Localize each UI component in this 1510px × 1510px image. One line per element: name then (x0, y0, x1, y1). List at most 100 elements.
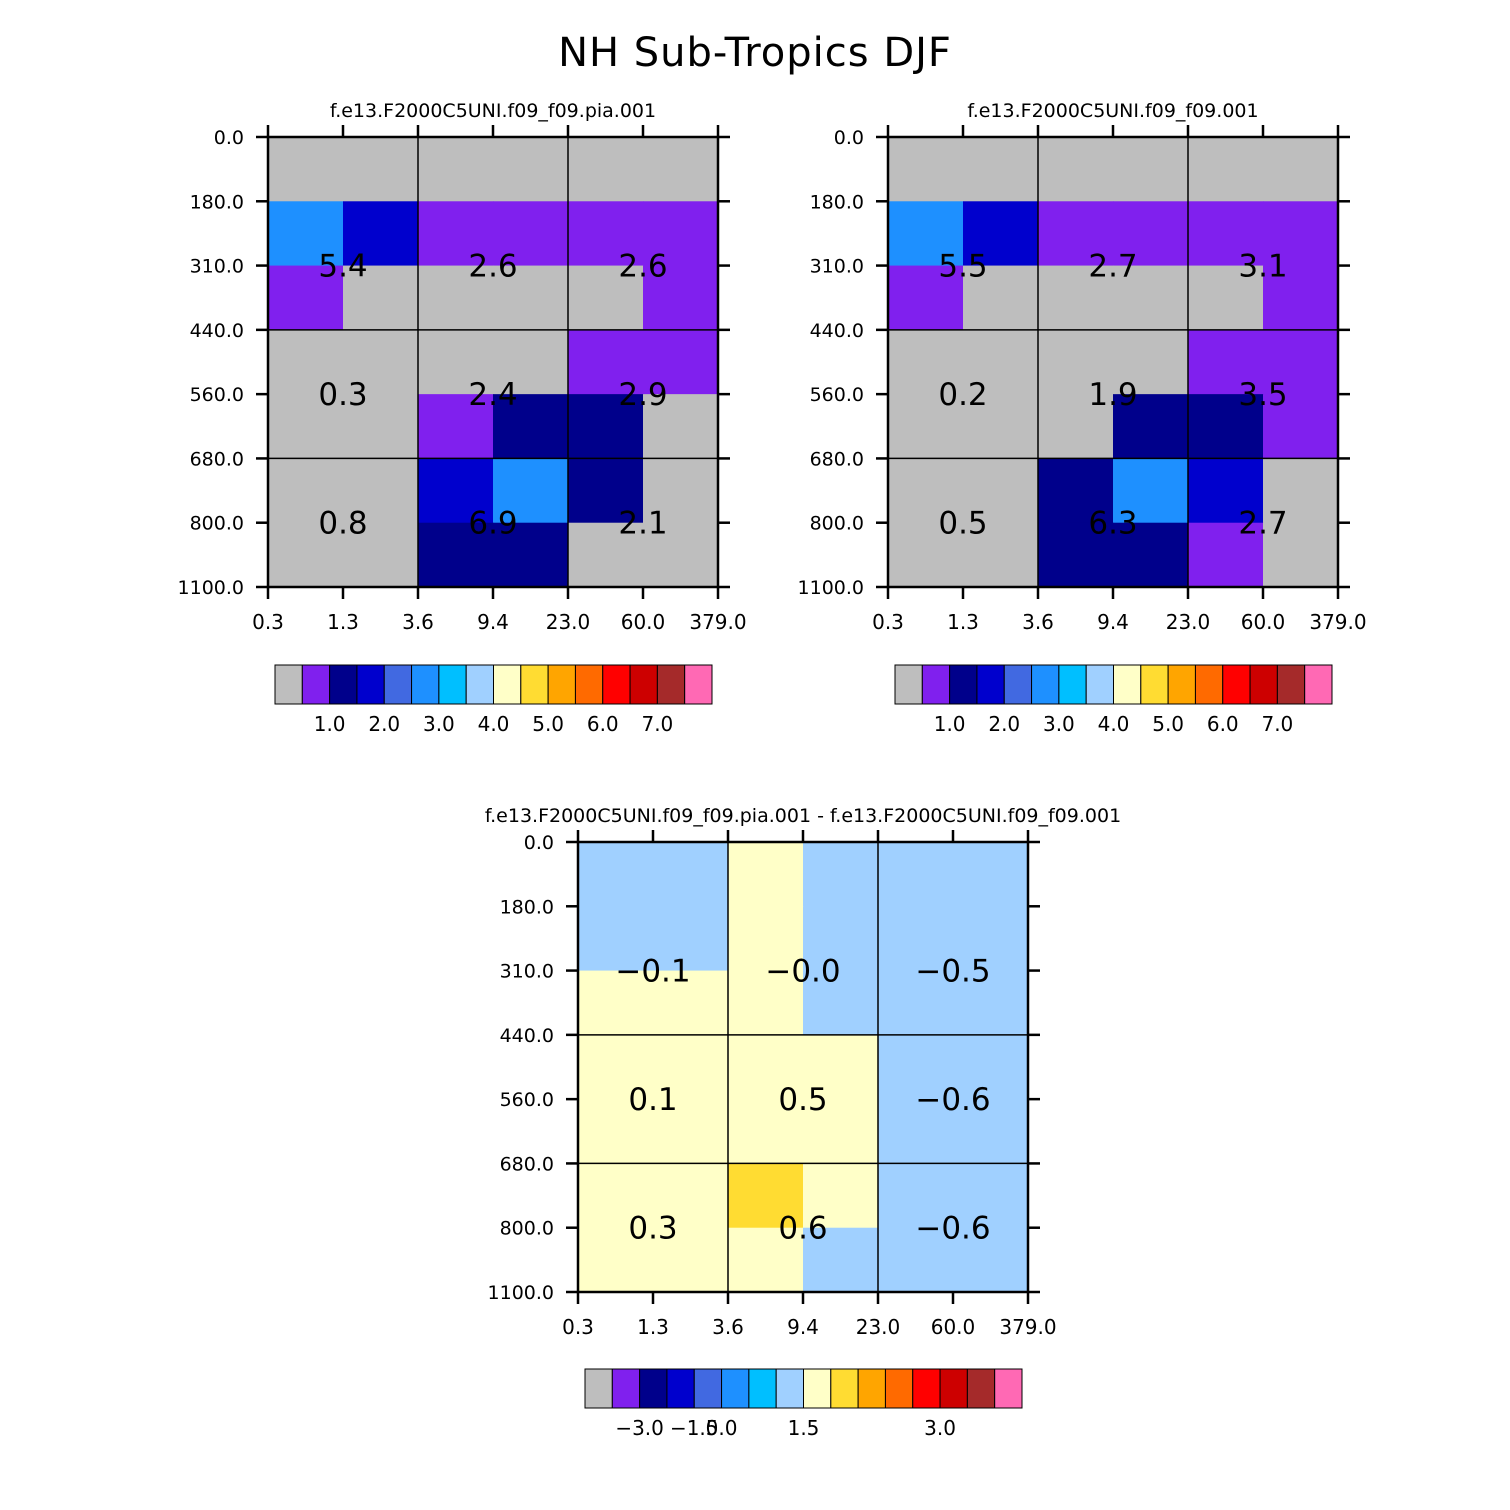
heatmap-cell (1188, 137, 1264, 202)
heatmap-cell (878, 842, 954, 907)
cell-annotation: 1.9 (1088, 377, 1137, 413)
heatmap-cell (1038, 394, 1114, 459)
heatmap-cell (878, 1227, 954, 1293)
x-tick-label: 23.0 (546, 610, 591, 634)
heatmap-cell (653, 1227, 729, 1293)
heatmap-cell (418, 201, 494, 267)
y-tick-label: 560.0 (190, 384, 244, 406)
colorbar-box (666, 1368, 695, 1409)
colorbar-label: 6.0 (1207, 712, 1239, 736)
y-tick-label: 1100.0 (798, 577, 864, 599)
heatmap-cell (1113, 201, 1189, 267)
y-tick-label: 560.0 (810, 384, 864, 406)
colorbar-box (830, 1368, 859, 1409)
colorbar-box (383, 664, 413, 705)
cell-annotation: −0.1 (615, 954, 690, 990)
heatmap-cell (643, 458, 719, 524)
heatmap-cell (963, 201, 1039, 267)
heatmap-cell (1113, 265, 1189, 331)
heatmap-cell (888, 137, 964, 202)
colorbar-box (1113, 664, 1142, 705)
heatmap-cell (888, 522, 964, 588)
y-tick-label: 180.0 (500, 896, 554, 918)
y-tick-label: 800.0 (500, 1218, 554, 1240)
colorbar-label: 2.0 (368, 712, 400, 736)
colorbar-box (1222, 664, 1251, 705)
colorbar-box (611, 1368, 641, 1409)
heatmap-cell (568, 201, 644, 267)
x-tick-label: 60.0 (1241, 610, 1286, 634)
cell-annotation: −0.5 (915, 954, 990, 990)
heatmap-cell (963, 394, 1039, 459)
x-tick-label: 1.3 (637, 1315, 669, 1339)
colorbar-box (721, 1368, 750, 1409)
heatmap-cell (878, 906, 954, 972)
cell-annotation: 0.6 (778, 1211, 827, 1247)
x-tick-label: 3.6 (402, 610, 434, 634)
y-tick-label: 1100.0 (488, 1282, 554, 1304)
heatmap-cell (568, 394, 644, 459)
y-tick-label: 310.0 (810, 256, 864, 278)
heatmap-cell (578, 1227, 654, 1293)
chart-panel-2: f.e13.F2000C5UNI.f09_f09.001 5.5 2.7 3.1 0.2… (798, 100, 1367, 736)
cell-annotation: 0.3 (628, 1211, 677, 1247)
heatmap-cell (578, 970, 654, 1036)
heatmap-cell (1038, 329, 1114, 395)
cell-annotation: 2.6 (618, 249, 667, 285)
cell-annotation: 0.1 (628, 1082, 677, 1118)
heatmap-cell (578, 1034, 654, 1100)
heatmap-cell (653, 842, 729, 907)
heatmap-cell (568, 522, 644, 588)
colorbar-box (894, 664, 923, 705)
x-tick-label: 9.4 (787, 1315, 819, 1339)
heatmap-cell (653, 1034, 729, 1100)
x-tick-label: 379.0 (1309, 610, 1366, 634)
heatmap-cell (1188, 394, 1264, 459)
heatmap-cell (878, 1163, 954, 1229)
colorbar-box (976, 664, 1005, 705)
heatmap-cell (1038, 458, 1114, 524)
colorbar-box (1058, 664, 1087, 705)
colorbar-box (912, 1368, 941, 1409)
colorbar-box (1194, 664, 1224, 705)
heatmap-cell (803, 1034, 879, 1100)
heatmap-cell (578, 842, 654, 907)
heatmap-cell (493, 458, 569, 524)
chart-title: f.e13.F2000C5UNI.f09_f09.001 (967, 100, 1258, 122)
colorbar-box (693, 1368, 723, 1409)
colorbar-box (684, 664, 713, 705)
heatmap-cell (268, 394, 344, 459)
y-tick-label: 180.0 (810, 191, 864, 213)
heatmap-cell (803, 1227, 879, 1293)
heatmap-cell (728, 970, 804, 1036)
y-tick-label: 680.0 (500, 1153, 554, 1175)
heatmap-cell (1038, 137, 1114, 202)
colorbar-box (411, 664, 440, 705)
heatmap-cell (643, 394, 719, 459)
heatmap-cell (268, 458, 344, 524)
y-tick-label: 800.0 (190, 513, 244, 535)
heatmap-cell (1188, 201, 1264, 267)
heatmap-cell (493, 329, 569, 395)
colorbar-box (884, 1368, 914, 1409)
heatmap-cell (1263, 394, 1339, 459)
y-tick-label: 1100.0 (178, 577, 244, 599)
heatmap-cell (578, 1099, 654, 1164)
colorbar-box (602, 664, 631, 705)
colorbar-label: 2.0 (988, 712, 1020, 736)
heatmap-cell (728, 1034, 804, 1100)
heatmap-cell (953, 906, 1029, 972)
heatmap-cell (878, 1099, 954, 1164)
heatmap-cell (803, 1099, 879, 1164)
heatmap-cell (953, 970, 1029, 1036)
heatmap-cell (568, 265, 644, 331)
cell-annotation: 6.9 (468, 506, 517, 542)
colorbar-box (274, 664, 303, 705)
heatmap-cell (803, 1163, 879, 1229)
y-tick-label: 0.0 (834, 127, 864, 149)
cell-annotation: 5.5 (938, 249, 987, 285)
colorbar-box (1276, 664, 1306, 705)
heatmap-cell (953, 1227, 1029, 1293)
heatmap-cell (963, 137, 1039, 202)
heatmap-cell (578, 1163, 654, 1229)
